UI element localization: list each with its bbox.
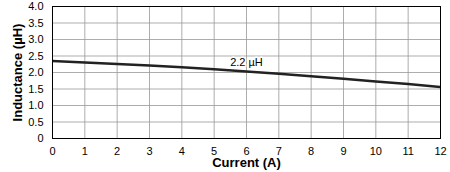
svg-text:4: 4 <box>179 145 185 157</box>
svg-text:0.5: 0.5 <box>28 116 43 128</box>
svg-text:10: 10 <box>370 145 382 157</box>
svg-text:3.0: 3.0 <box>28 33 43 45</box>
svg-text:7: 7 <box>275 145 282 158</box>
svg-text:1.5: 1.5 <box>28 83 43 95</box>
svg-text:0: 0 <box>37 132 43 144</box>
svg-text:2.5: 2.5 <box>28 50 43 62</box>
svg-text:3.5: 3.5 <box>28 17 43 29</box>
svg-text:2.0: 2.0 <box>28 66 43 78</box>
svg-text:9: 9 <box>340 145 346 157</box>
svg-text:1.0: 1.0 <box>28 99 43 111</box>
svg-text:2: 2 <box>114 145 120 157</box>
svg-text:2.2 µH: 2.2 µH <box>230 56 263 68</box>
svg-text:0: 0 <box>49 145 55 157</box>
svg-text:8: 8 <box>308 145 314 157</box>
svg-text:4.0: 4.0 <box>28 0 43 12</box>
svg-text:12: 12 <box>434 145 446 157</box>
svg-text:5: 5 <box>211 145 218 158</box>
svg-text:3: 3 <box>146 145 152 157</box>
svg-text:6: 6 <box>243 145 250 158</box>
svg-text:Inductance (µH): Inductance (µH) <box>10 24 25 122</box>
svg-text:11: 11 <box>402 145 413 157</box>
svg-text:Current (A): Current (A) <box>212 155 281 170</box>
svg-text:1: 1 <box>82 145 88 157</box>
